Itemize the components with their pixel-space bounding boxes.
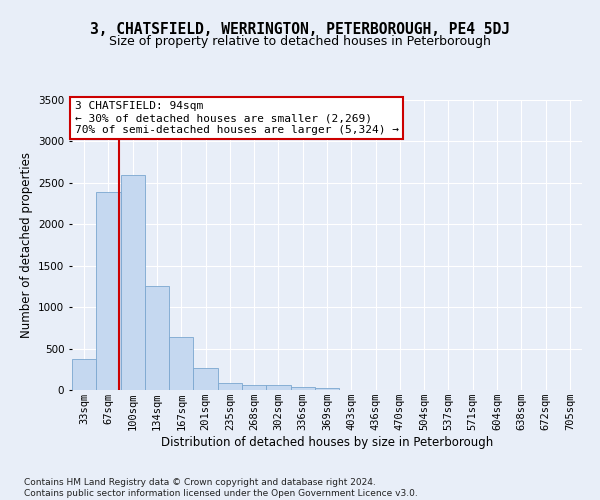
Text: Size of property relative to detached houses in Peterborough: Size of property relative to detached ho… xyxy=(109,35,491,48)
Y-axis label: Number of detached properties: Number of detached properties xyxy=(20,152,32,338)
Bar xyxy=(218,382,242,390)
Bar xyxy=(96,192,121,390)
Bar xyxy=(169,337,193,390)
Text: Contains HM Land Registry data © Crown copyright and database right 2024.
Contai: Contains HM Land Registry data © Crown c… xyxy=(24,478,418,498)
Text: 3 CHATSFIELD: 94sqm
← 30% of detached houses are smaller (2,269)
70% of semi-det: 3 CHATSFIELD: 94sqm ← 30% of detached ho… xyxy=(74,102,398,134)
Bar xyxy=(193,368,218,390)
Bar xyxy=(266,385,290,390)
X-axis label: Distribution of detached houses by size in Peterborough: Distribution of detached houses by size … xyxy=(161,436,493,449)
Text: 3, CHATSFIELD, WERRINGTON, PETERBOROUGH, PE4 5DJ: 3, CHATSFIELD, WERRINGTON, PETERBOROUGH,… xyxy=(90,22,510,38)
Bar xyxy=(121,174,145,390)
Bar xyxy=(145,286,169,390)
Bar xyxy=(72,358,96,390)
Bar xyxy=(290,386,315,390)
Bar xyxy=(242,385,266,390)
Bar xyxy=(315,388,339,390)
